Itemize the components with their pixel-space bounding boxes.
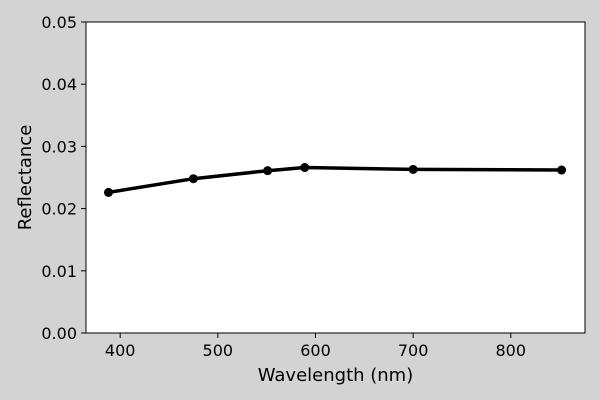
x-tick-label: 500 — [203, 341, 234, 360]
y-axis: 0.00 0.01 0.02 0.03 0.04 0.05 — [41, 13, 86, 343]
x-tick-label: 600 — [300, 341, 331, 360]
y-tick-label: 0.04 — [41, 75, 77, 94]
series-line — [108, 165, 562, 195]
data-point — [408, 164, 418, 174]
plot-area — [85, 21, 586, 334]
x-axis-title: Wavelength (nm) — [258, 365, 414, 386]
y-tick-label: 0.05 — [41, 13, 77, 32]
y-tick-label: 0.00 — [41, 324, 77, 343]
y-axis-title: Reflectance — [15, 125, 36, 231]
x-tick-label: 800 — [496, 341, 527, 360]
x-tick-label: 400 — [105, 341, 136, 360]
data-point — [188, 174, 198, 184]
data-point — [300, 163, 310, 173]
data-point — [557, 165, 567, 175]
y-tick-label: 0.02 — [41, 200, 77, 219]
y-tick-label: 0.03 — [41, 137, 77, 156]
y-tick-label: 0.01 — [41, 262, 77, 281]
x-axis: 400 500 600 700 800 — [105, 333, 526, 360]
data-points — [103, 163, 567, 197]
x-tick-label: 700 — [398, 341, 429, 360]
data-point — [263, 166, 273, 176]
data-point — [103, 187, 113, 197]
